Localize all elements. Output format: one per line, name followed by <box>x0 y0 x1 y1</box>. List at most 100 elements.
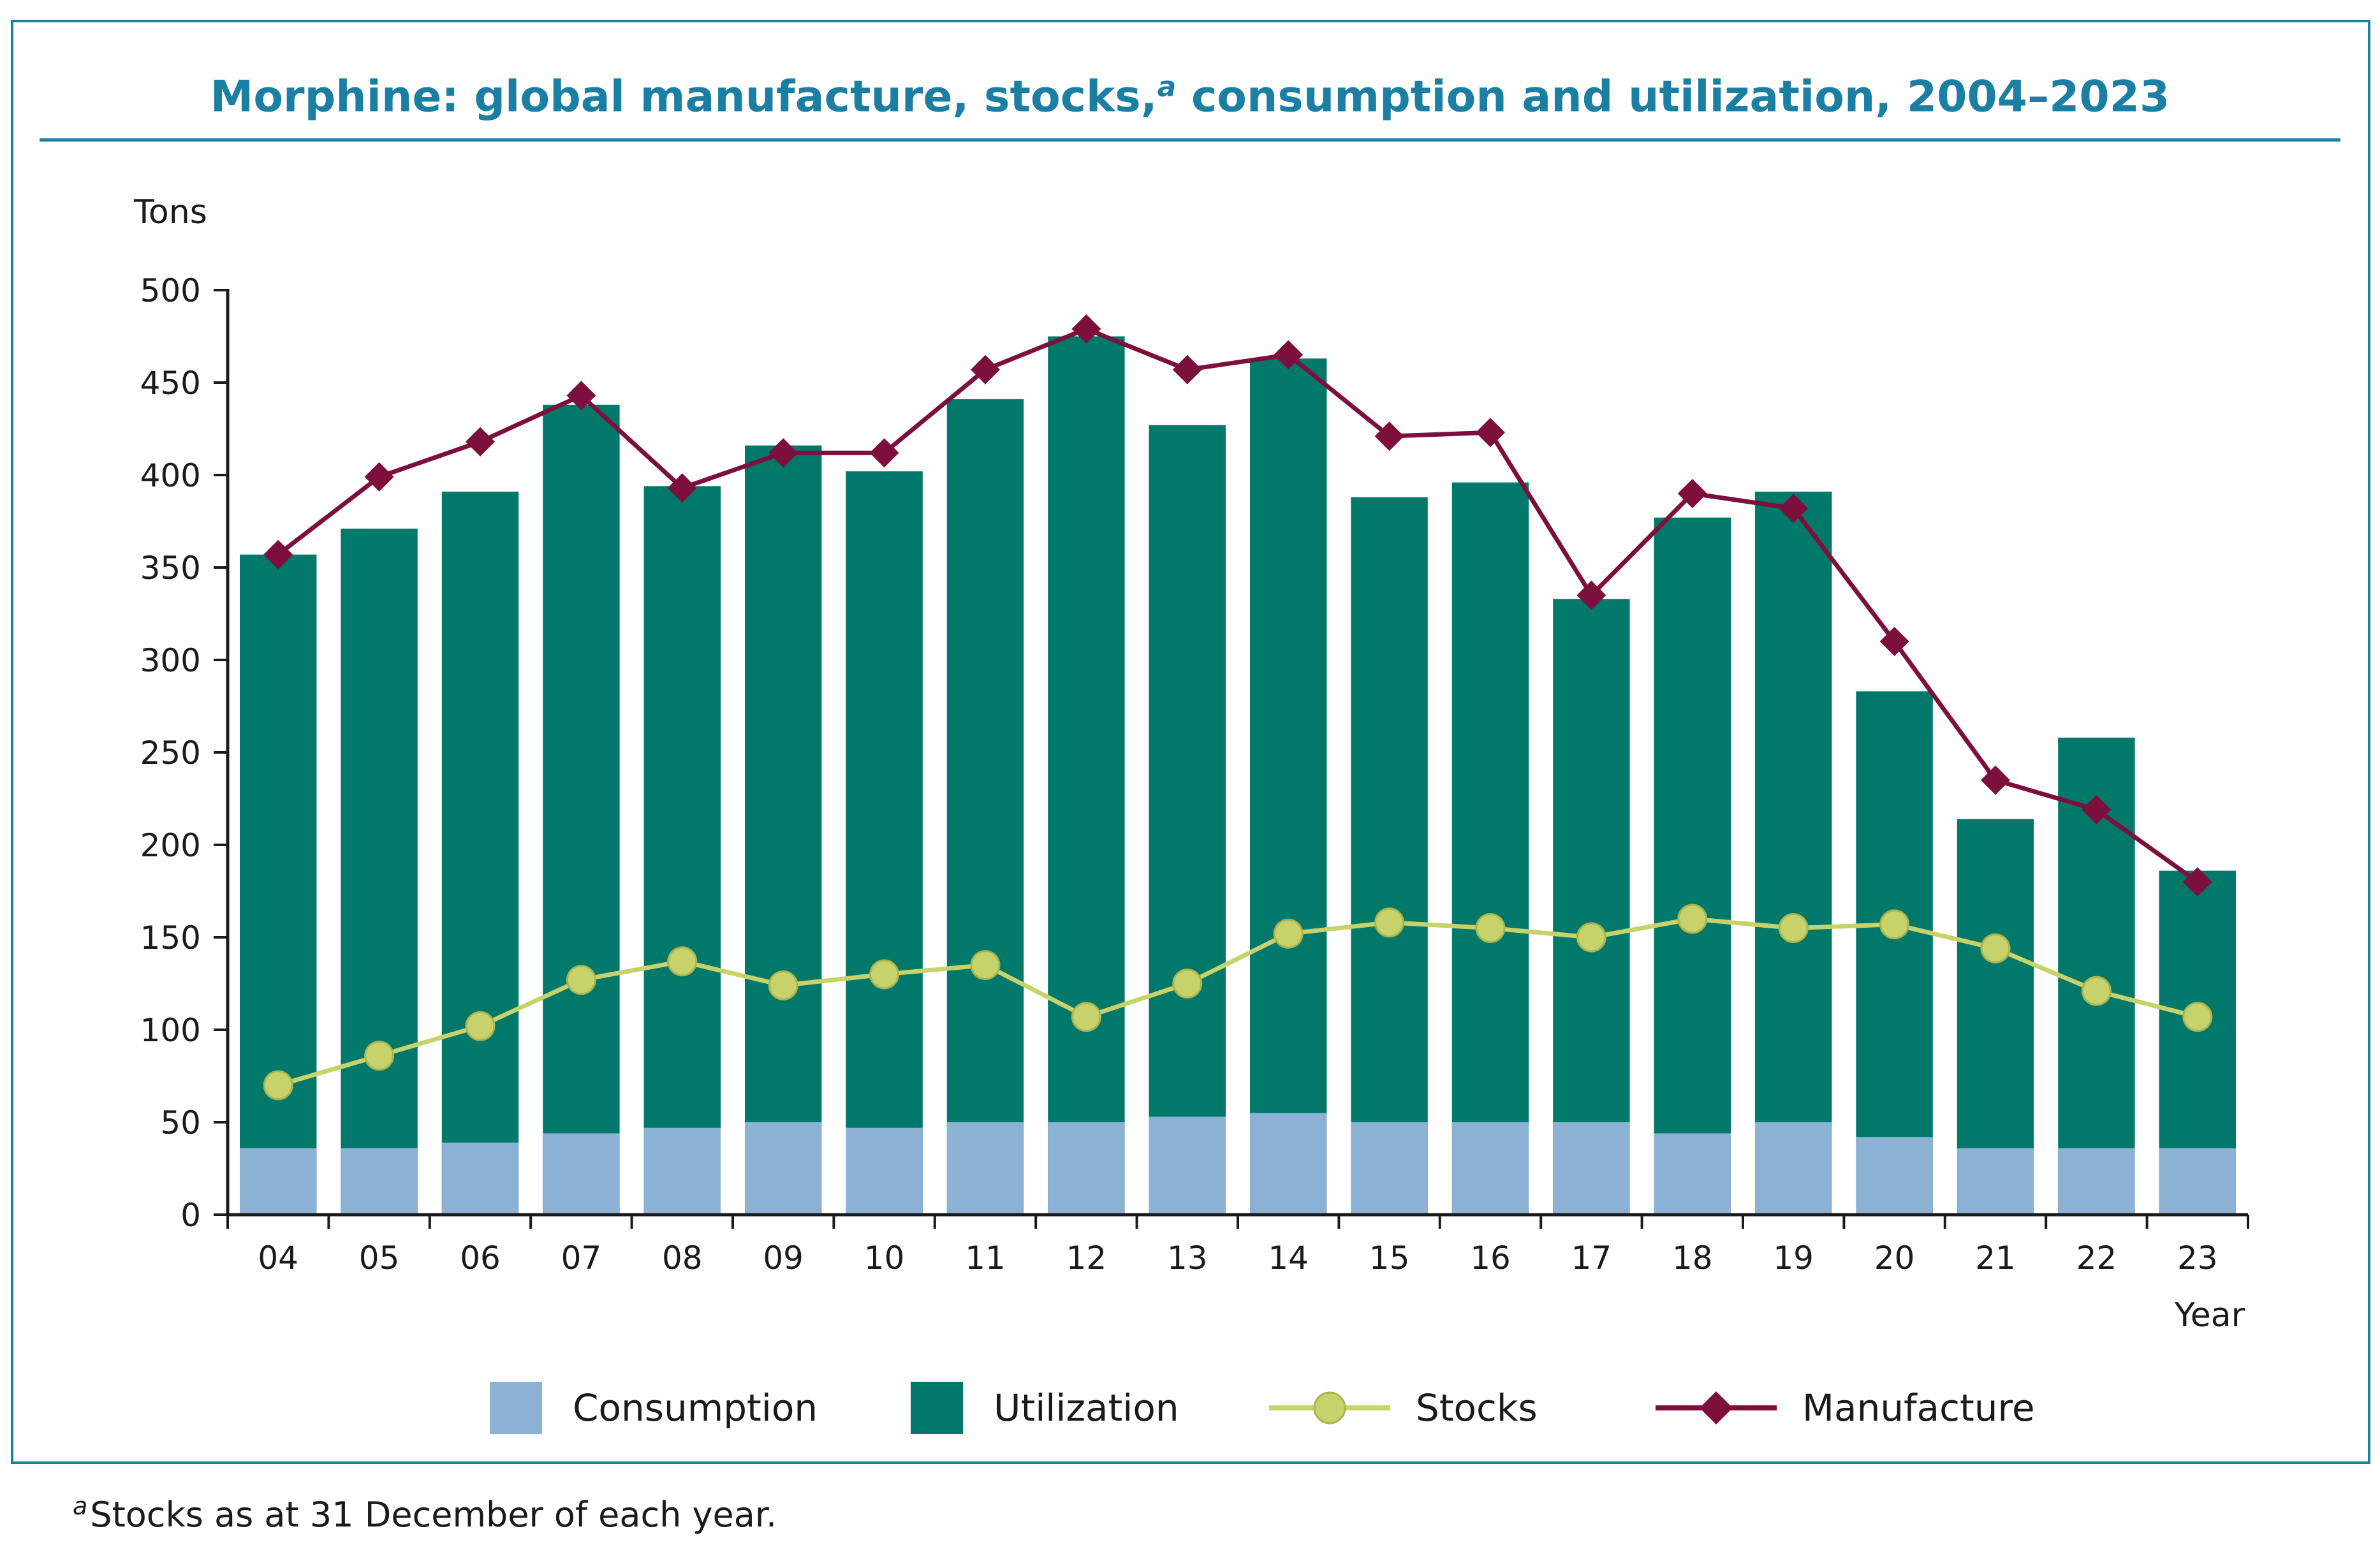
stocks-point-11 <box>970 950 1001 980</box>
stocks-point-15 <box>1374 907 1405 938</box>
x-tick-label-11: 11 <box>965 1240 1006 1277</box>
utilization-bar-05 <box>341 529 418 1215</box>
stocks-point-04 <box>263 1070 293 1101</box>
legend-item-stocks: Stocks <box>1269 1376 1538 1440</box>
legend-label-utilization: Utilization <box>994 1386 1179 1430</box>
x-tick-label-08: 08 <box>662 1240 703 1277</box>
y-tick-label-400: 400 <box>140 457 201 494</box>
chart-plot: 0 50 100 150 200 250 300 350 400 450 500 04 05 06 07 08… <box>133 193 2249 1335</box>
manufacture-point-20 <box>1879 627 1909 656</box>
x-tick-label-09: 09 <box>763 1240 804 1277</box>
chart-frame <box>11 20 2370 1464</box>
manufacture-line <box>263 314 2212 897</box>
utilization-bar-20 <box>1856 691 1933 1215</box>
y-tick-label-150: 150 <box>140 919 201 956</box>
y-tick-label-450: 450 <box>140 365 201 402</box>
manufacture-point-17 <box>1576 580 1606 610</box>
x-tick-label-07: 07 <box>561 1240 602 1277</box>
stocks-point-10 <box>869 959 900 990</box>
stocks-point-06 <box>465 1011 496 1041</box>
x-tick-label-21: 21 <box>1975 1240 2016 1277</box>
legend-label-consumption: Consumption <box>573 1386 818 1430</box>
legend-swatch-utilization <box>911 1382 963 1434</box>
x-tick-label-14: 14 <box>1268 1240 1309 1277</box>
y-tick-label-300: 300 <box>140 642 201 679</box>
utilization-bar-18 <box>1654 517 1731 1215</box>
consumption-bar-19 <box>1755 1122 1832 1215</box>
legend: Consumption Utilization Stocks Manufactu… <box>0 1376 2380 1440</box>
utilization-bar-13 <box>1149 425 1226 1215</box>
y-tick-label-0: 0 <box>180 1197 201 1234</box>
y-tick-label-500: 500 <box>140 272 201 309</box>
consumption-bar-15 <box>1351 1122 1428 1215</box>
utilization-bar-09 <box>745 445 822 1215</box>
consumption-bar-18 <box>1654 1133 1731 1215</box>
utilization-bar-14 <box>1250 358 1327 1215</box>
manufacture-point-09 <box>768 438 798 468</box>
y-tick-label-250: 250 <box>140 735 201 772</box>
utilization-bar-17 <box>1553 599 1630 1215</box>
x-tick-label-20: 20 <box>1874 1240 1915 1277</box>
x-tick-label-16: 16 <box>1470 1240 1511 1277</box>
stocks-point-20 <box>1879 909 1910 940</box>
consumption-bar-05 <box>341 1148 418 1215</box>
chart-title: Morphine: global manufacture, stocks,a c… <box>210 71 2170 122</box>
manufacture-point-23 <box>2182 867 2212 897</box>
stocks-polyline <box>277 916 2198 1088</box>
stocks-point-17 <box>1576 922 1606 953</box>
utilization-bar-16 <box>1451 482 1529 1215</box>
axes: 0 50 100 150 200 250 300 350 400 450 500 04 05 06 07 08… <box>140 272 2249 1277</box>
utilization-bar-07 <box>543 404 620 1215</box>
manufacture-polyline <box>277 326 2199 884</box>
y-tick-label-350: 350 <box>140 550 201 587</box>
utilization-bar-08 <box>643 486 721 1215</box>
utilization-bar-19 <box>1755 492 1832 1215</box>
stocks-point-22 <box>2081 976 2112 1006</box>
y-tick-label-200: 200 <box>140 827 201 864</box>
utilization-bars <box>240 336 2236 1215</box>
manufacture-point-07 <box>566 381 596 411</box>
x-tick-label-15: 15 <box>1369 1240 1410 1277</box>
consumption-bar-23 <box>2159 1148 2236 1215</box>
title-footnote-marker: a <box>1157 71 1177 103</box>
stocks-point-19 <box>1778 913 1809 943</box>
manufacture-point-11 <box>971 355 1000 384</box>
title-divider <box>40 138 2340 142</box>
stocks-point-08 <box>667 946 698 977</box>
consumption-bar-07 <box>543 1133 620 1215</box>
legend-item-utilization: Utilization <box>911 1376 1179 1440</box>
consumption-bar-06 <box>441 1142 519 1215</box>
consumption-bar-09 <box>745 1122 822 1215</box>
x-tick-label-18: 18 <box>1672 1240 1713 1277</box>
stocks-point-18 <box>1677 904 1708 934</box>
manufacture-point-13 <box>1172 355 1202 384</box>
stocks-point-09 <box>768 970 798 1000</box>
consumption-bar-17 <box>1553 1122 1630 1215</box>
manufacture-point-19 <box>1779 494 1809 523</box>
x-tick-label-17: 17 <box>1571 1240 1612 1277</box>
utilization-bar-12 <box>1048 336 1125 1215</box>
consumption-bar-16 <box>1451 1122 1529 1215</box>
consumption-bar-14 <box>1250 1113 1327 1215</box>
stocks-point-21 <box>1980 933 2011 963</box>
stocks-point-23 <box>2182 1002 2213 1032</box>
y-tick-label-100: 100 <box>140 1012 201 1049</box>
manufacture-point-12 <box>1071 314 1101 344</box>
stocks-point-13 <box>1172 969 1203 999</box>
stocks-point-14 <box>1273 918 1304 949</box>
x-tick-label-19: 19 <box>1773 1240 1814 1277</box>
consumption-bar-11 <box>946 1122 1024 1215</box>
consumption-bars <box>240 1113 2236 1215</box>
utilization-bar-04 <box>240 554 317 1215</box>
y-axis-title: Tons <box>133 193 207 231</box>
consumption-bar-13 <box>1149 1116 1226 1215</box>
x-tick-label-06: 06 <box>460 1240 501 1277</box>
utilization-bar-15 <box>1351 497 1428 1215</box>
footnote-marker: a <box>73 1492 88 1520</box>
legend-item-consumption: Consumption <box>490 1376 818 1440</box>
consumption-bar-12 <box>1048 1122 1125 1215</box>
manufacture-point-08 <box>667 473 697 503</box>
manufacture-point-18 <box>1677 479 1707 508</box>
manufacture-point-06 <box>466 427 495 457</box>
consumption-bar-04 <box>240 1148 317 1215</box>
